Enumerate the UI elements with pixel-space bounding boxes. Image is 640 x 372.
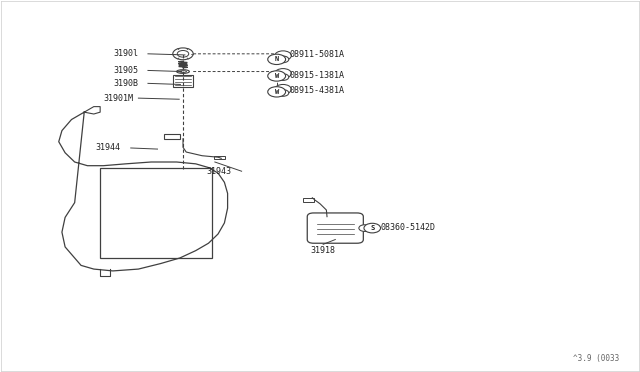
Circle shape — [277, 90, 289, 96]
Text: 08915-1381A: 08915-1381A — [289, 71, 344, 80]
Text: S: S — [370, 225, 374, 231]
Text: 08915-4381A: 08915-4381A — [289, 86, 344, 95]
Text: ^3.9 (0033: ^3.9 (0033 — [573, 354, 620, 363]
Circle shape — [275, 68, 291, 78]
Text: W: W — [275, 89, 279, 95]
Text: 31905: 31905 — [113, 66, 138, 75]
Text: 3190B: 3190B — [113, 79, 138, 88]
Circle shape — [268, 54, 285, 64]
Text: 08360-5142D: 08360-5142D — [381, 223, 436, 232]
Bar — [173, 75, 193, 87]
Circle shape — [277, 56, 289, 62]
Circle shape — [275, 84, 291, 94]
Text: 31901M: 31901M — [103, 94, 133, 103]
Text: 31944: 31944 — [96, 144, 121, 153]
Text: W: W — [275, 73, 279, 79]
Text: N: N — [275, 56, 279, 62]
Circle shape — [173, 48, 193, 60]
Ellipse shape — [177, 70, 189, 73]
Bar — [303, 198, 314, 202]
FancyBboxPatch shape — [307, 213, 364, 243]
Circle shape — [275, 51, 291, 61]
Bar — [164, 134, 180, 139]
Circle shape — [268, 71, 285, 81]
Text: 08911-5081A: 08911-5081A — [289, 51, 344, 60]
Circle shape — [359, 225, 371, 231]
Circle shape — [177, 51, 189, 57]
Bar — [100, 167, 212, 258]
Ellipse shape — [179, 71, 186, 73]
Text: 3190l: 3190l — [113, 49, 138, 58]
Bar — [214, 156, 225, 160]
Circle shape — [268, 87, 285, 97]
Circle shape — [277, 74, 289, 80]
Text: 31918: 31918 — [310, 246, 336, 255]
Text: 31943: 31943 — [207, 167, 232, 176]
Circle shape — [364, 223, 381, 233]
